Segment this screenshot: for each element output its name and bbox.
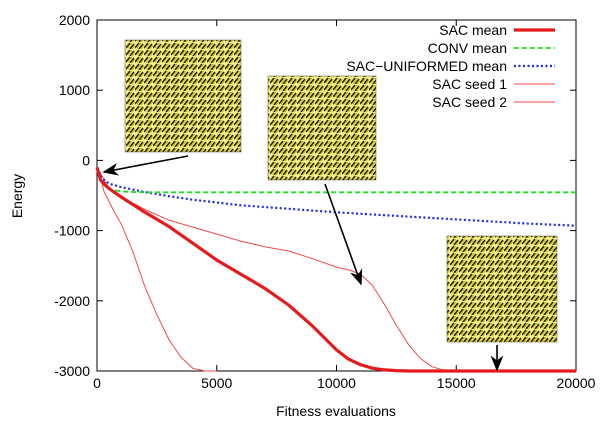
y-axis-label: Energy: [9, 174, 25, 218]
x-tick-label: 5000: [201, 375, 232, 391]
x-axis-label: Fitness evaluations: [276, 403, 396, 419]
x-axis: 0 5000 10000 15000 20000: [93, 20, 596, 391]
legend-label: SAC seed 2: [432, 94, 507, 110]
series-line-3: [96, 167, 217, 372]
series-layer: [95, 166, 577, 373]
x-tick-label: 15000: [437, 375, 476, 391]
x-tick-label: 0: [93, 375, 101, 391]
legend-label: SAC−UNIFORMED mean: [346, 58, 507, 74]
series-line-0: [95, 166, 576, 373]
y-tick-label: -3000: [54, 363, 90, 379]
legend-label: CONV mean: [428, 40, 507, 56]
crystal-inset-initial: [124, 39, 242, 153]
y-tick-label: 1000: [59, 82, 90, 98]
legend-label: SAC mean: [439, 22, 507, 38]
series-line-2: [95, 166, 577, 227]
y-tick-label: 0: [82, 152, 90, 168]
annotation-arrow-intermediate: [324, 183, 363, 286]
series-line-4: [96, 167, 576, 372]
x-tick-label: 10000: [317, 375, 356, 391]
y-tick-label: 2000: [59, 12, 90, 28]
y-axis: -3000 -2000 -1000 0 1000 2000: [54, 12, 576, 379]
crystal-inset-intermediate: [267, 75, 377, 181]
y-tick-label: -1000: [54, 223, 90, 239]
annotation-arrow-initial: [102, 155, 189, 176]
legend-label: SAC seed 1: [432, 76, 507, 92]
x-tick-label: 20000: [557, 375, 596, 391]
y-tick-label: -2000: [54, 293, 90, 309]
legend: SAC mean CONV mean SAC−UNIFORMED mean SAC s…: [346, 22, 555, 110]
crystal-inset-final: [446, 235, 558, 343]
